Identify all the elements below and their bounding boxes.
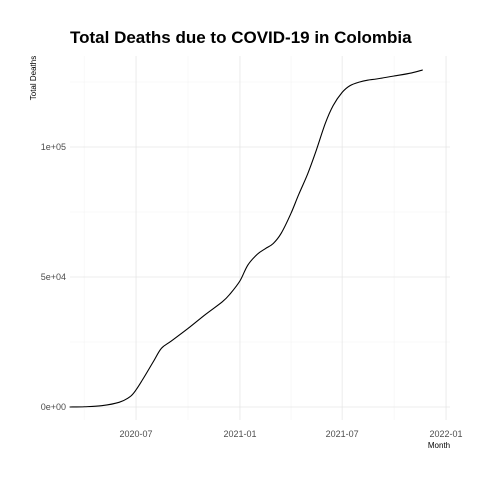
series-line [69,69,423,408]
x-tick-label: 2020-07 [120,429,153,439]
y-tick-label: 5e+04 [41,272,66,282]
y-tick-label: 0e+00 [41,402,66,412]
x-tick-label: 2021-07 [326,429,359,439]
axis-ticks: 2020-07 2021-01 2021-07 2022-01 0e+00 5e+04 1e… [41,142,463,439]
x-tick-label: 2021-01 [223,429,256,439]
grid [70,56,450,420]
x-tick-label: 2022-01 [430,429,463,439]
y-tick-label: 1e+05 [41,142,66,152]
series [69,69,423,408]
y-axis-label: Total Deaths [29,56,38,100]
x-axis-label: Month [428,441,450,450]
chart-title: Total Deaths due to COVID-19 in Colombia [70,28,412,47]
